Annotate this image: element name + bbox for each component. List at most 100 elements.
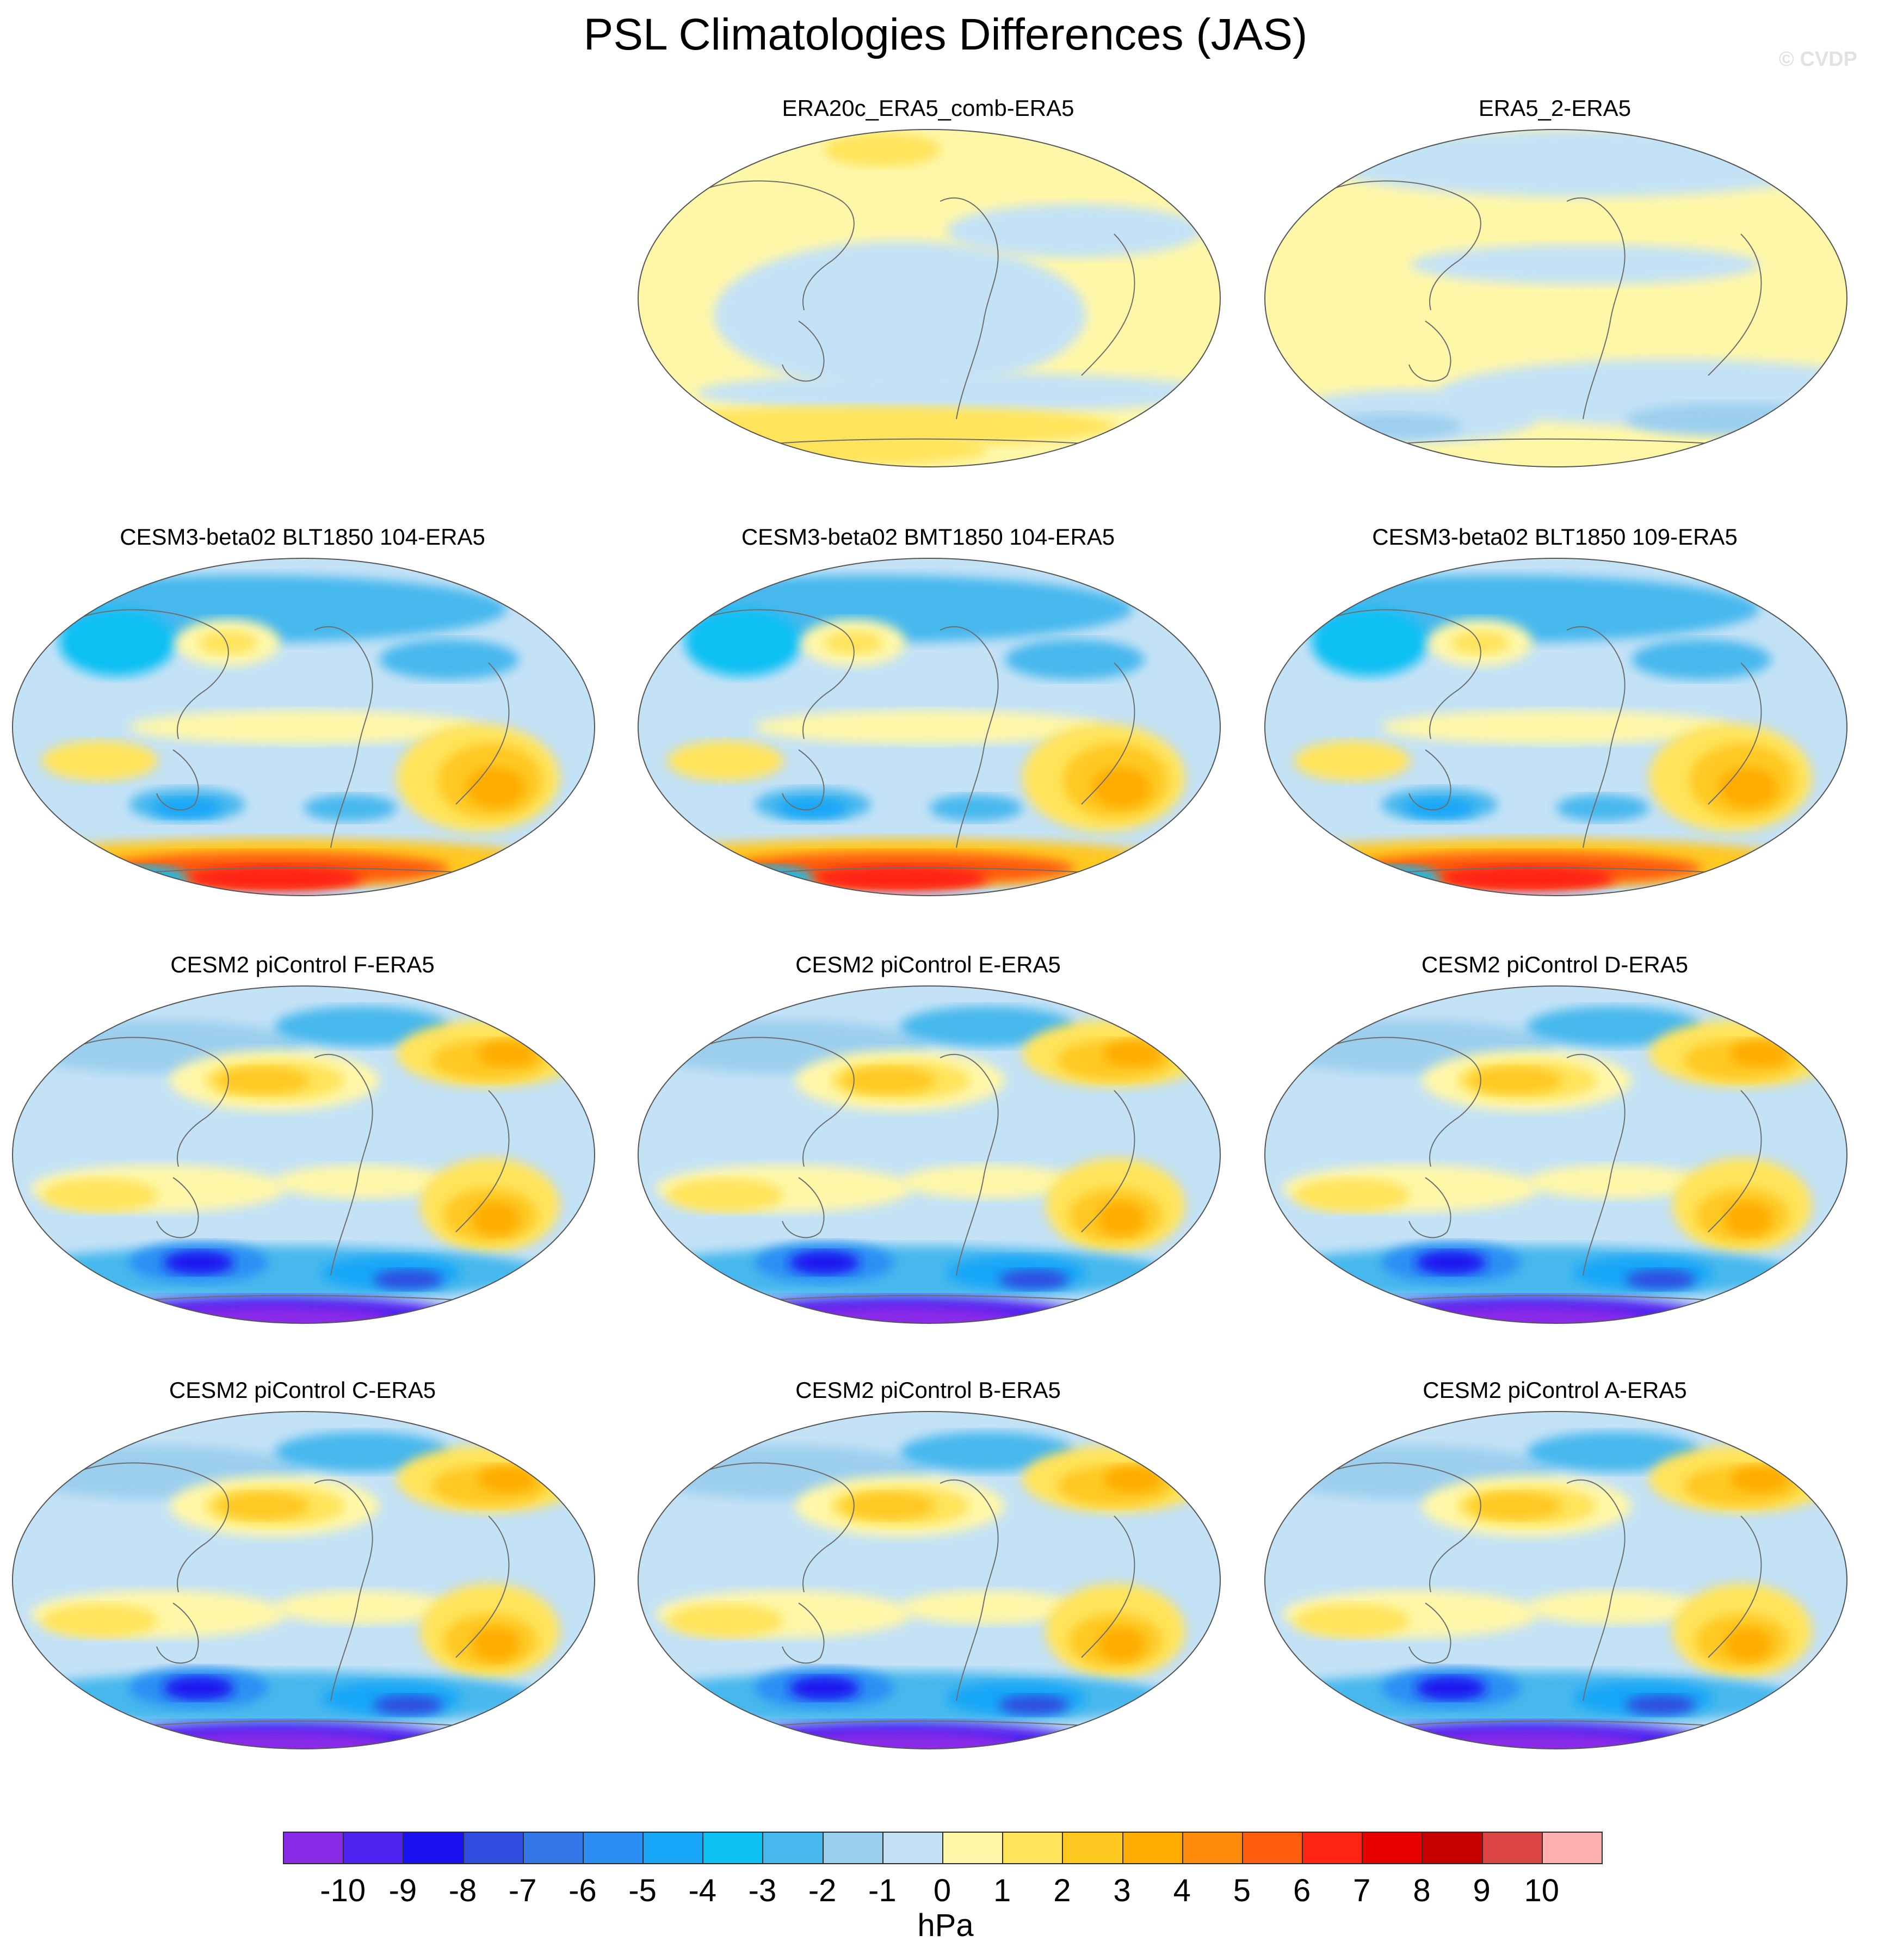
map-panel: CESM2 piControl B-ERA5 (634, 1376, 1222, 1789)
coastline (75, 1462, 229, 1593)
robinson-map (1264, 129, 1847, 467)
map-border (1264, 1411, 1847, 1749)
psl-anomaly-region (129, 710, 478, 744)
psl-anomaly-region (1527, 1164, 1702, 1199)
map-panel: CESM3-beta02 BLT1850 109-ERA5 (1261, 522, 1849, 936)
colorbar-swatch (762, 1832, 824, 1864)
coastline (700, 1462, 855, 1593)
colorbar-swatch (1002, 1832, 1064, 1864)
psl-anomaly-region (1294, 1604, 1411, 1638)
psl-anomaly-region (667, 1604, 784, 1638)
coastline (1708, 662, 1762, 805)
coastline (782, 1177, 825, 1238)
psl-anomaly-region (478, 1040, 536, 1067)
coastline (455, 1090, 510, 1232)
colorbar-tick-label: 6 (1293, 1873, 1311, 1908)
coastline (782, 320, 825, 382)
colorbar-swatch (1182, 1832, 1243, 1864)
robinson-map (638, 558, 1221, 896)
psl-anomaly-region (999, 1694, 1069, 1715)
coastline (782, 749, 825, 811)
psl-anomaly-region (216, 1492, 310, 1520)
colorbar-tick-label: 0 (933, 1873, 951, 1908)
coastline (700, 1037, 855, 1167)
psl-anomaly-region (1731, 1040, 1789, 1067)
psl-anomaly-region (1719, 767, 1777, 808)
psl-anomaly-region (1323, 412, 1463, 440)
colorbar-tick-label: 5 (1233, 1873, 1251, 1908)
psl-anomaly-region (1527, 1432, 1702, 1472)
coastline (1566, 626, 1626, 848)
psl-anomaly-region (472, 1627, 519, 1661)
psl-anomaly-region (304, 794, 397, 822)
psl-anomaly-region (1265, 1246, 1801, 1300)
psl-anomaly-region (783, 1306, 1017, 1323)
psl-anomaly-region (1265, 1671, 1801, 1725)
psl-anomaly-region (755, 710, 1104, 744)
psl-anomaly-region (900, 1590, 1075, 1624)
map-panel: CESM2 piControl C-ERA5 (9, 1376, 596, 1789)
coastline (940, 197, 999, 420)
psl-anomaly-region (824, 133, 941, 167)
map-border (638, 129, 1221, 467)
coastline (314, 1053, 373, 1276)
colorbar-tick-label: 9 (1473, 1873, 1491, 1908)
psl-anomaly-region (1527, 1590, 1702, 1624)
cvdp-watermark: © CVDP (1778, 48, 1857, 71)
colorbar-tick-label: -3 (748, 1873, 777, 1908)
robinson-map (1264, 1411, 1847, 1749)
robinson-map (638, 129, 1221, 467)
map-border (1264, 985, 1847, 1324)
psl-anomaly-region (1294, 1178, 1411, 1212)
psl-anomaly-region (1323, 130, 1847, 197)
coastline (118, 1720, 500, 1729)
colorbar-swatch (582, 1832, 644, 1864)
psl-anomaly-region (1104, 1040, 1162, 1067)
colorbar-swatch (1062, 1832, 1123, 1864)
colorbar-tick-label: -6 (568, 1873, 597, 1908)
panel-title: ERA5_2-ERA5 (1478, 95, 1632, 121)
map-panel: ERA5_2-ERA5 (1261, 94, 1849, 507)
psl-anomaly-region (187, 865, 362, 892)
colorbar-tick-label: 8 (1413, 1873, 1431, 1908)
psl-anomaly-region (1410, 1306, 1643, 1323)
coastline (1708, 233, 1762, 376)
psl-anomaly-region (783, 1732, 1017, 1749)
coastline (1081, 662, 1135, 805)
coastline (1327, 609, 1481, 739)
psl-anomaly-region (41, 1178, 158, 1212)
coastline (940, 1053, 999, 1276)
psl-anomaly-region (999, 1269, 1069, 1290)
colorbar-swatch (343, 1832, 404, 1864)
coastline (75, 609, 229, 739)
panel-title: CESM3-beta02 BMT1850 104-ERA5 (741, 524, 1115, 550)
panel-title: CESM2 piControl E-ERA5 (795, 952, 1061, 977)
psl-anomaly-region (1468, 1492, 1562, 1520)
psl-anomaly-region (1468, 1067, 1562, 1094)
psl-anomaly-region (1381, 710, 1731, 744)
robinson-map (12, 985, 595, 1324)
psl-anomaly-region (199, 631, 257, 655)
psl-anomaly-region (824, 631, 883, 655)
coastline (1566, 1053, 1626, 1276)
psl-anomaly-region (1410, 244, 1760, 285)
colorbar-swatch (283, 1832, 344, 1864)
coastline (1370, 438, 1752, 447)
psl-anomaly-region (274, 1432, 449, 1472)
psl-anomaly-region (1294, 740, 1411, 781)
coastline (1081, 1515, 1135, 1658)
coastline (1408, 320, 1451, 382)
psl-anomaly-region (1098, 1627, 1145, 1661)
psl-anomaly-region (478, 1465, 536, 1493)
coastline (455, 662, 510, 805)
psl-anomaly-region (1632, 639, 1771, 680)
psl-anomaly-region (789, 1676, 860, 1700)
psl-anomaly-region (1556, 794, 1649, 822)
coastline (1408, 1177, 1451, 1238)
coastline (1327, 180, 1481, 311)
robinson-map (12, 558, 595, 896)
psl-anomaly-region (13, 1671, 548, 1725)
coastline (700, 180, 855, 311)
psl-anomaly-region (1311, 609, 1428, 676)
coastline (455, 1515, 510, 1658)
